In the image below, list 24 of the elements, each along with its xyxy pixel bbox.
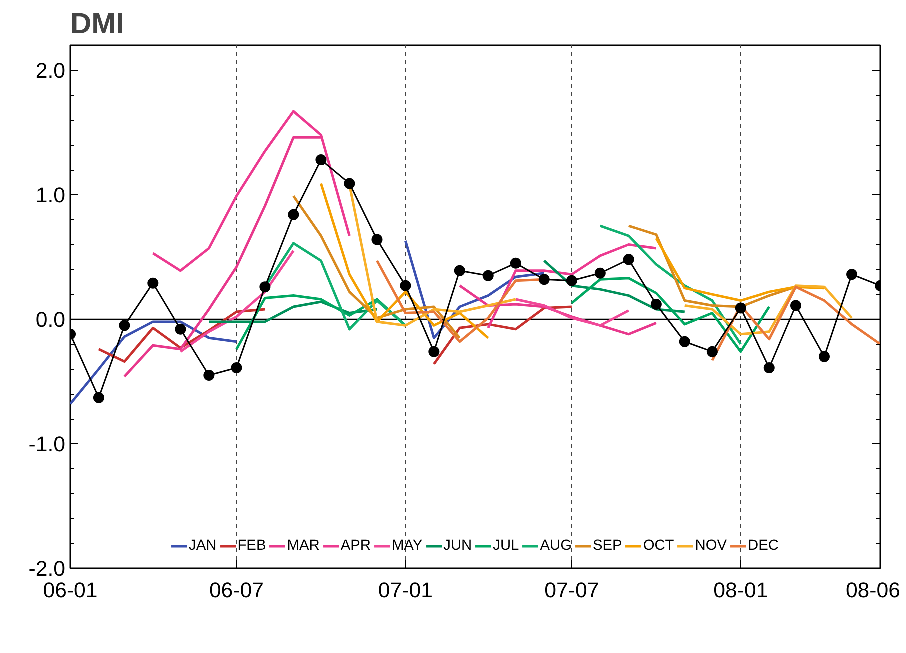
legend-label: JAN xyxy=(189,538,217,554)
x-tick-label: 07-01 xyxy=(378,578,433,602)
legend-label: SEP xyxy=(592,538,622,554)
x-tick-label: 06-01 xyxy=(43,578,98,602)
y-tick-label: 1.0 xyxy=(36,183,66,208)
x-tick-label: 06-07 xyxy=(209,578,264,602)
legend-label: JUN xyxy=(444,538,472,554)
y-tick-label: 2.0 xyxy=(36,58,66,83)
legend-label: APR xyxy=(340,538,371,554)
legend-label: DEC xyxy=(748,538,779,554)
chart-title: DMI xyxy=(70,8,124,40)
y-tick-label: -1.0 xyxy=(28,432,66,456)
legend-label: JUL xyxy=(493,538,520,554)
x-tick-label: 08-06 xyxy=(846,578,901,602)
legend-label: AUG xyxy=(540,538,572,554)
legend-label: MAY xyxy=(392,538,423,554)
legend-label: MAR xyxy=(287,538,320,554)
legend-label: FEB xyxy=(238,538,266,554)
legend-label: NOV xyxy=(695,538,728,554)
x-tick-label: 07-07 xyxy=(544,578,600,602)
legend-label: OCT xyxy=(643,538,674,554)
x-tick-label: 08-01 xyxy=(714,578,768,602)
y-tick-label: 0.0 xyxy=(36,308,66,332)
y-tick-label: -2.0 xyxy=(28,557,66,581)
